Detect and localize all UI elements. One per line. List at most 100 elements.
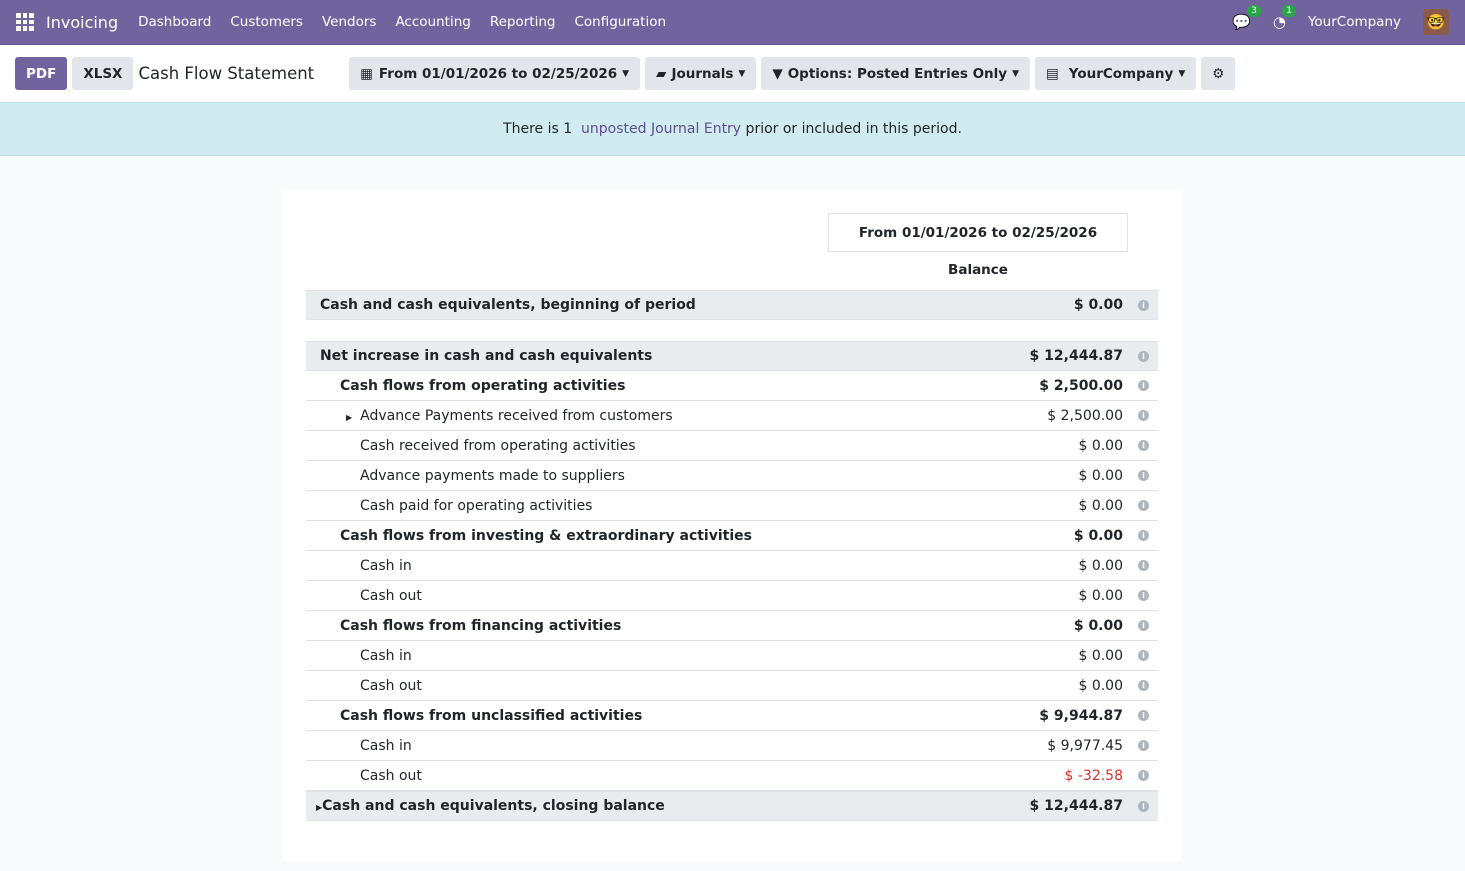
menu-customers[interactable]: Customers [230,14,303,30]
app-name[interactable]: Invoicing [46,12,119,32]
row-label-text: Advance payments made to suppliers [360,467,625,484]
row-value[interactable]: $ 0.00 [1073,617,1123,634]
info-icon[interactable]: i [1138,770,1149,781]
table-row[interactable]: Cash in $ 9,977.45 i [306,731,1158,761]
row-value[interactable]: $ -32.58 [1064,767,1124,784]
info-icon[interactable]: i [1138,710,1149,721]
row-value[interactable]: $ 0.00 [1078,647,1123,664]
row-value[interactable]: $ 0.00 [1078,497,1123,514]
table-row[interactable]: Cash and cash equivalents, beginning of … [306,290,1158,320]
row-label: Cash flows from unclassified activities [306,708,1018,724]
info-icon[interactable]: i [1138,470,1149,481]
expand-caret-icon[interactable]: ▶ [346,412,353,422]
xlsx-button[interactable]: XLSX [72,57,134,90]
info-icon[interactable]: i [1138,350,1149,362]
table-row[interactable]: Cash flows from operating activities $ 2,… [306,371,1158,401]
info-icon[interactable]: i [1138,530,1149,541]
row-label: Cash received from operating activities [306,438,1018,454]
row-value[interactable]: $ 12,444.87 [1029,348,1123,364]
row-value[interactable]: $ 0.00 [1078,677,1123,694]
table-row[interactable]: Cash out $ 0.00 i [306,581,1158,611]
row-value[interactable]: $ 0.00 [1073,527,1123,544]
row-label-text: Cash in [360,557,412,574]
table-row[interactable]: Cash out $ -32.58 i [306,761,1158,791]
table-row[interactable]: Cash in $ 0.00 i [306,641,1158,671]
row-label-text: Cash out [360,677,422,694]
info-icon[interactable]: i [1138,440,1149,451]
table-row[interactable]: Cash in $ 0.00 i [306,551,1158,581]
table-row[interactable]: Net increase in cash and cash equivalent… [306,341,1158,371]
row-label-text: Cash out [360,767,422,784]
company-switcher[interactable]: YourCompany [1307,14,1401,30]
row-value[interactable]: $ 0.00 [1078,437,1123,454]
page-title: Cash Flow Statement [138,64,315,83]
info-icon[interactable]: i [1138,410,1149,421]
menu-dashboard[interactable]: Dashboard [138,14,212,30]
menu-accounting[interactable]: Accounting [395,14,471,30]
date-filter-button[interactable]: ▦ From 01/01/2026 to 02/25/2026 ▼ [349,57,641,90]
menu-vendors[interactable]: Vendors [321,14,377,30]
table-row[interactable]: Cash flows from unclassified activities $… [306,701,1158,731]
row-label: Cash flows from investing & extraordinar… [306,528,1018,544]
info-icon[interactable]: i [1138,500,1149,511]
company-filter-label: YourCompany [1068,65,1174,82]
row-value[interactable]: $ 2,500.00 [1039,377,1123,394]
info-icon[interactable]: i [1138,800,1149,812]
table-row[interactable]: ▶Cash and cash equivalents, closing bala… [306,791,1158,821]
messages-button[interactable]: 💬 3 [1232,5,1261,31]
book-icon: ▰ [656,65,667,82]
info-icon[interactable]: i [1138,560,1149,571]
table-row[interactable]: Cash paid for operating activities $ 0.00… [306,491,1158,521]
journals-label: Journals [671,65,734,82]
row-label: Cash out [306,588,1018,604]
row-label-text: Cash out [360,587,422,604]
balance-column-header: Balance [948,262,1008,278]
table-row[interactable]: Cash received from operating activities $… [306,431,1158,461]
journals-button[interactable]: ▰ Journals ▼ [645,57,757,90]
options-button[interactable]: ▼ Options: Posted Entries Only ▼ [761,57,1031,90]
row-value[interactable]: $ 9,977.45 [1047,737,1123,754]
row-label: ▶Cash and cash equivalents, closing bala… [306,798,1018,814]
calendar-icon: ▦ [360,65,373,82]
row-label: Advance payments made to suppliers [306,468,1018,484]
info-icon[interactable]: i [1138,680,1149,691]
row-value[interactable]: $ 0.00 [1078,467,1123,484]
row-label: Cash flows from financing activities [306,618,1018,634]
row-label-text: Cash flows from investing & extraordinar… [340,527,752,544]
avatar[interactable]: 🤓 [1423,9,1449,35]
gears-icon: ⚙ [1212,65,1225,82]
table-row[interactable]: Advance payments made to suppliers $ 0.00… [306,461,1158,491]
menu-reporting[interactable]: Reporting [489,14,556,30]
info-icon[interactable]: i [1138,620,1149,631]
table-row[interactable]: ▶ Advance Payments received from customer… [306,401,1158,431]
row-value[interactable]: $ 0.00 [1073,297,1123,313]
settings-button[interactable]: ⚙ [1201,57,1236,90]
unposted-entry-link[interactable]: unposted Journal Entry [581,121,742,137]
company-filter-button[interactable]: ▤ YourCompany ▼ [1035,57,1197,90]
info-icon[interactable]: i [1138,590,1149,601]
row-value[interactable]: $ 12,444.87 [1029,798,1123,814]
expand-caret-icon[interactable]: ▶ [316,803,323,812]
caret-down-icon: ▼ [622,68,630,79]
table-row[interactable]: Cash flows from investing & extraordinar… [306,521,1158,551]
table-row[interactable]: Cash flows from financing activities $ 0.… [306,611,1158,641]
row-value[interactable]: $ 0.00 [1078,557,1123,574]
row-value[interactable]: $ 9,944.87 [1039,707,1123,724]
row-value[interactable]: $ 2,500.00 [1047,407,1123,424]
apps-menu-icon[interactable] [16,13,34,31]
activities-button[interactable]: ◔ 1 [1273,5,1296,31]
info-icon[interactable]: i [1138,299,1149,311]
report-card: From 01/01/2026 to 02/25/2026 Balance Ca… [282,189,1182,861]
row-value[interactable]: $ 0.00 [1078,587,1123,604]
date-filter-label: From 01/01/2026 to 02/25/2026 [378,65,618,82]
options-label: Options: Posted Entries Only [787,65,1008,82]
table-row[interactable]: Cash out $ 0.00 i [306,671,1158,701]
info-icon[interactable]: i [1138,740,1149,751]
row-label-text: Cash in [360,737,412,754]
pdf-button[interactable]: PDF [15,57,68,90]
info-icon[interactable]: i [1138,380,1149,391]
row-label: Cash in [306,648,1018,664]
row-label: ▶ Advance Payments received from customer… [306,408,1018,424]
menu-configuration[interactable]: Configuration [574,14,667,30]
info-icon[interactable]: i [1138,650,1149,661]
